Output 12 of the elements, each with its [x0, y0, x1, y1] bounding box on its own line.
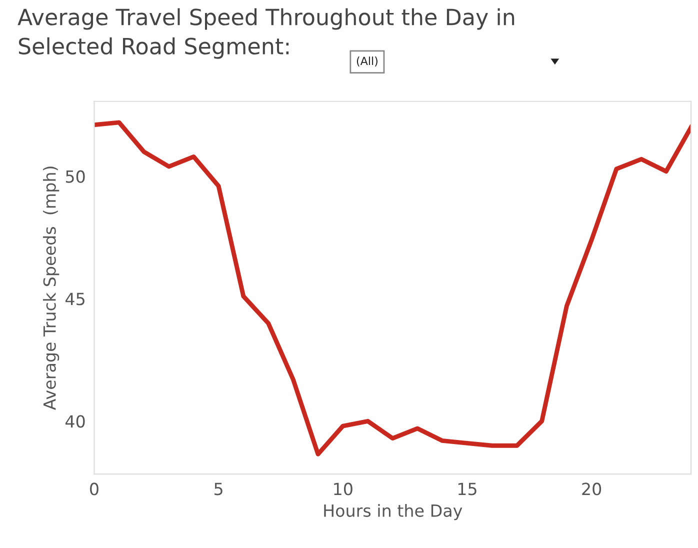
x-tick-label: 0 — [90, 482, 98, 496]
y-axis-title: Average Truck Speeds (mph) — [43, 166, 60, 410]
y-tick-label: 50 — [66, 170, 85, 183]
x-tick-label: 5 — [214, 482, 222, 496]
x-tick-label: 20 — [582, 482, 602, 496]
x-tick-label: 10 — [334, 482, 352, 496]
x-axis-title: Hours in the Day — [324, 504, 462, 520]
line-series — [94, 120, 692, 456]
y-tick-label: 40 — [66, 415, 85, 428]
x-tick-label: 15 — [458, 482, 476, 496]
text: (All) — [356, 56, 378, 66]
y-tick-label: 45 — [66, 292, 84, 306]
